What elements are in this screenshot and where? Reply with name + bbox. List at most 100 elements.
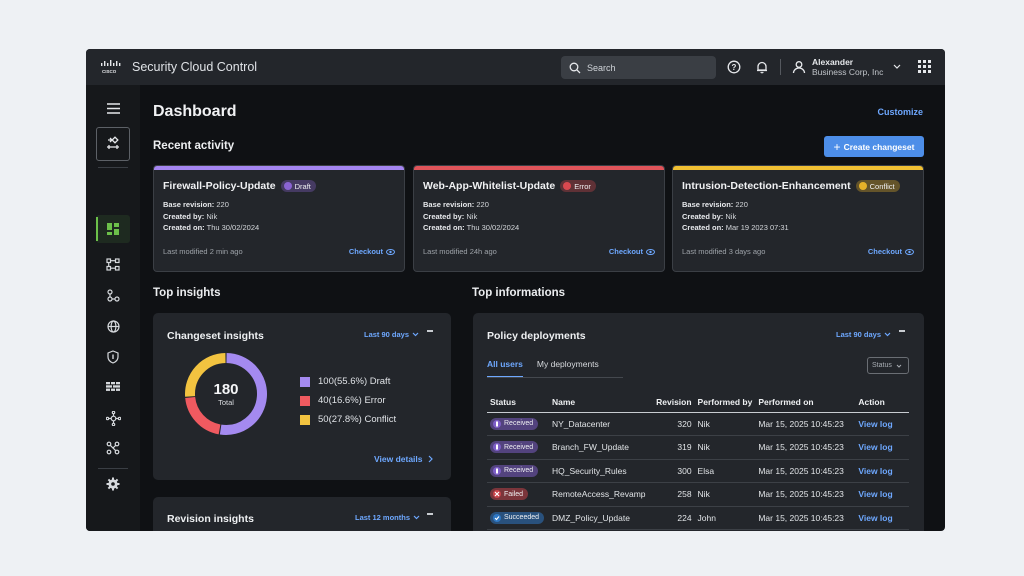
card-title: Intrusion-Detection-Enhancement [682,180,851,192]
status-filter-select[interactable]: Status [867,357,909,374]
legend-item: 100(55.6%) Draft [300,372,396,391]
view-log-link[interactable]: View log [855,412,909,436]
more-options-icon[interactable] [427,330,433,334]
policy-range-select[interactable]: Last 90 days [836,330,891,339]
sidebar-item-network[interactable] [96,312,130,340]
view-log-link[interactable]: View log [855,459,909,483]
column-header-name[interactable]: Name [549,393,649,413]
tab-my-deployments[interactable]: My deployments [536,359,599,369]
view-log-link[interactable]: View log [855,435,909,460]
topbar-divider [780,59,781,75]
topology-icon [106,257,120,271]
changeset-card[interactable]: Intrusion-Detection-Enhancement Conflict… [672,165,924,272]
sidebar-item-topology[interactable] [96,250,130,278]
legend-swatch [300,376,310,387]
changeset-insights-title: Changeset insights [167,330,264,342]
column-header-revision[interactable]: Revision [648,393,695,413]
revision-insights-panel: Revision insights Last 12 months [153,497,451,531]
sidebar-item-settings[interactable] [96,470,130,498]
sidebar-item-workflows[interactable] [96,281,130,309]
top-insights-title: Top insights [153,287,221,299]
legend-item: 50(27.8%) Conflict [300,410,396,429]
column-header-performed-by[interactable]: Performed by [694,393,756,413]
user-menu[interactable]: Alexander Business Corp, Inc [792,57,901,77]
checkout-link[interactable]: Checkout [868,247,914,256]
status-label: Succeeded [504,514,540,522]
search-input[interactable]: Search [561,56,716,79]
legend-swatch [300,395,310,406]
name-cell: DMZ_Policy_Update [549,506,649,530]
column-header-performed-on[interactable]: Performed on [755,393,856,413]
created-by-value: Nik [466,211,478,221]
card-meta: Base revision: 220 Created by: Nik Creat… [163,199,259,234]
name-cell: HQ_Security_Rules [549,459,649,483]
table-row[interactable]: Received Branch_FW_Update 319 Nik Mar 15… [487,435,909,460]
checkout-label: Checkout [348,247,383,256]
top-bar: CISCO Security Cloud Control Search ? Al… [86,49,945,85]
status-cell: Failed [487,482,549,507]
customize-link[interactable]: Customize [877,107,923,117]
cisco-logo[interactable]: CISCO [100,60,124,74]
donut-total: 180 [213,381,239,398]
table-row[interactable]: Received HQ_Security_Rules 300 Elsa Mar … [487,459,909,483]
view-log-link[interactable]: View log [855,506,909,530]
chevron-down-icon [896,364,902,368]
base-revision-value: 220 [735,200,748,209]
sidebar-item-hub[interactable] [96,404,130,432]
eye-icon [905,248,914,255]
sidebar-item-integrations[interactable] [96,434,130,462]
tab-all-users[interactable]: All users [487,359,523,378]
main-content: Dashboard Customize Recent activity + Cr… [140,85,945,531]
bell-icon[interactable] [755,60,769,74]
changeset-range-select[interactable]: Last 90 days [364,330,419,339]
sidebar-item-security[interactable] [96,343,130,371]
revision-insights-title: Revision insights [167,513,254,525]
created-by-value: Nik [725,211,737,221]
checkout-link[interactable]: Checkout [349,247,395,256]
policy-deployments-panel: Policy deployments Last 90 days All user… [473,313,924,531]
chart-legend: 100(55.6%) Draft 40(16.6%) Error 50(27.8%)… [300,372,396,429]
status-badge: Conflict [855,180,900,192]
more-options-icon[interactable] [899,330,905,334]
legend-label: 100(55.6%) Draft [318,376,391,387]
view-details-link[interactable]: View details [374,454,433,464]
sidebar-item-changesets[interactable] [96,127,130,161]
checkout-link[interactable]: Checkout [609,247,655,256]
table-row[interactable]: Succeeded DMZ_Policy_Update 224 John Mar… [487,506,909,530]
status-cell: Received [487,459,549,483]
status-icon [283,182,292,190]
table-row[interactable]: Received NY_Datacenter 320 Nik Mar 15, 2… [487,412,909,436]
changeset-card[interactable]: Web-App-Whitelist-Update Error Base revi… [413,165,665,272]
status-badge: Received [490,464,539,477]
status-badge: Succeeded [490,511,545,524]
badge-label: Error [574,181,591,191]
performed-on-cell: Mar 15, 2025 10:45:23 [755,482,856,507]
legend-item: 40(16.6%) Error [300,391,396,410]
card-meta: Base revision: 220 Created by: Nik Creat… [423,199,519,234]
app-launcher-icon[interactable] [918,60,931,73]
table-row[interactable]: Failed RemoteAccess_Revamp 258 Nik Mar 1… [487,482,909,507]
created-by-label: Created by: [163,211,205,221]
donut-total-label: Total [218,398,234,407]
create-changeset-label: Create changeset [843,141,915,152]
chevron-down-icon [893,64,901,69]
app-window: CISCO Security Cloud Control Search ? Al… [86,49,945,531]
sidebar-item-dashboard[interactable] [96,215,130,243]
donut-center: 180 Total [183,351,269,437]
column-header-action[interactable]: Action [855,393,909,413]
more-options-icon[interactable] [427,513,433,517]
menu-toggle[interactable] [96,94,130,122]
performed-by-cell: John [694,506,756,530]
changeset-card[interactable]: Firewall-Policy-Update Draft Base revisi… [153,165,405,272]
column-header-status[interactable]: Status [487,393,549,413]
revision-cell: 258 [648,482,695,507]
view-log-link[interactable]: View log [855,482,909,507]
status-icon [493,443,501,452]
create-changeset-button[interactable]: + Create changeset [824,136,924,157]
help-icon[interactable]: ? [727,60,741,74]
sidebar-item-firewall[interactable] [96,374,130,402]
checkout-label: Checkout [867,247,902,256]
status-label: Received [504,420,534,428]
revision-range-select[interactable]: Last 12 months [355,513,420,522]
user-name: Alexander [812,57,854,67]
